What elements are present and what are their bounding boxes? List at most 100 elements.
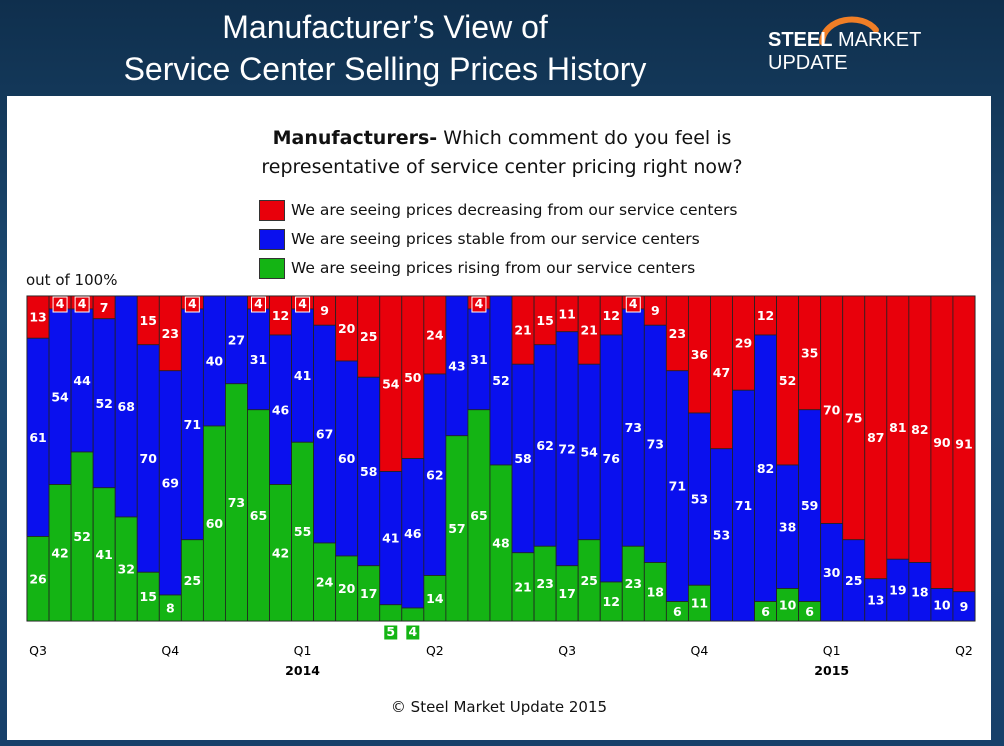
- data-label-0: 25: [360, 329, 377, 344]
- data-label-2: 6: [761, 604, 770, 619]
- data-label-2: 42: [272, 545, 289, 560]
- data-label-2: 4: [408, 624, 417, 639]
- data-label-2: 60: [206, 516, 224, 531]
- data-label-2: 5: [386, 624, 395, 639]
- question-line2: representative of service center pricing…: [261, 156, 743, 178]
- data-label-1: 58: [360, 464, 377, 479]
- x-tick-label: Q4: [161, 643, 179, 658]
- data-label-1: 31: [250, 352, 267, 367]
- data-label-2: 17: [558, 586, 575, 601]
- data-label-0: 91: [955, 436, 972, 451]
- data-label-2: 18: [647, 584, 664, 599]
- data-label-0: 15: [536, 313, 553, 328]
- x-tick-label: Q3: [558, 643, 576, 658]
- data-label-1: 67: [316, 427, 333, 442]
- data-label-0: 35: [801, 345, 818, 360]
- data-label-1: 46: [404, 526, 422, 541]
- data-label-2: 23: [625, 576, 642, 591]
- data-label-1: 73: [647, 436, 664, 451]
- x-tick-label: Q3: [29, 643, 47, 658]
- data-label-1: 62: [536, 438, 553, 453]
- data-label-1: 18: [911, 584, 928, 599]
- data-label-0: 4: [629, 296, 638, 311]
- data-label-0: 24: [426, 328, 444, 343]
- data-label-0: 4: [188, 296, 197, 311]
- data-label-1: 13: [867, 592, 884, 607]
- data-label-0: 47: [713, 365, 730, 380]
- data-label-2: 24: [316, 575, 334, 590]
- brand-logo: STEEL MARKET UPDATE: [768, 16, 1004, 74]
- data-label-0: 12: [603, 308, 620, 323]
- bar-rising-16: [379, 604, 403, 622]
- chart-panel: Manufacturers- Which comment do you feel…: [7, 96, 991, 740]
- data-label-1: 72: [558, 441, 575, 456]
- data-label-1: 41: [382, 531, 399, 546]
- data-label-1: 40: [206, 354, 224, 369]
- brand-bold: STEEL: [768, 29, 833, 51]
- data-label-2: 55: [294, 524, 311, 539]
- year-label: 2014: [285, 663, 320, 678]
- data-label-1: 82: [757, 461, 774, 476]
- data-label-1: 30: [823, 565, 841, 580]
- data-label-0: 90: [933, 435, 951, 450]
- data-label-box-0: [250, 296, 266, 313]
- data-label-2: 65: [470, 508, 487, 523]
- title-line-2: Service Center Selling Prices History: [123, 51, 647, 87]
- legend-swatch-rising: [259, 257, 285, 279]
- data-label-2: 25: [580, 573, 597, 588]
- data-label-2: 25: [184, 573, 201, 588]
- data-label-box-0: [295, 296, 311, 313]
- data-label-0: 36: [691, 347, 709, 362]
- data-label-1: 9: [960, 599, 969, 614]
- data-label-box-0: [74, 296, 90, 313]
- data-label-1: 71: [735, 498, 752, 513]
- copyright: © Steel Market Update 2015: [390, 698, 608, 716]
- data-label-0: 11: [558, 306, 575, 321]
- data-label-1: 76: [603, 451, 621, 466]
- brand-rest: MARKET UPDATE: [768, 29, 921, 74]
- data-label-0: 21: [580, 323, 597, 338]
- data-label-1: 71: [669, 479, 686, 494]
- data-label-1: 19: [889, 583, 906, 598]
- data-label-0: 23: [162, 326, 179, 341]
- legend-label-decreasing: We are seeing prices decreasing from our…: [291, 201, 738, 219]
- data-label-0: 13: [29, 310, 46, 325]
- legend-swatch-stable: [259, 228, 285, 250]
- data-label-1: 41: [294, 368, 311, 383]
- data-label-1: 58: [514, 451, 531, 466]
- data-label-0: 9: [651, 303, 660, 318]
- data-label-2: 73: [228, 495, 245, 510]
- data-label-0: 50: [404, 370, 422, 385]
- data-label-0: 4: [298, 296, 307, 311]
- x-tick-label: Q2: [955, 643, 973, 658]
- data-label-2: 42: [51, 545, 68, 560]
- data-label-0: 70: [823, 402, 841, 417]
- data-label-2: 14: [426, 591, 444, 606]
- data-label-1: 53: [691, 492, 708, 507]
- legend-item-rising: We are seeing prices rising from our ser…: [259, 256, 695, 280]
- data-label-0: 4: [56, 296, 65, 311]
- data-label-2: 26: [29, 571, 47, 586]
- data-label-box-0: [625, 296, 641, 313]
- data-label-2: 23: [536, 576, 553, 591]
- data-label-2: 21: [514, 579, 531, 594]
- data-label-2: 52: [73, 529, 90, 544]
- data-label-2: 8: [166, 601, 175, 616]
- y-axis-label: out of 100%: [26, 271, 118, 289]
- data-label-0: 82: [911, 422, 928, 437]
- data-label-0: 54: [382, 376, 400, 391]
- data-label-0: 52: [779, 373, 796, 388]
- legend-item-decreasing: We are seeing prices decreasing from our…: [259, 198, 737, 222]
- chart-title: Manufacturers- Which comment do you feel…: [207, 124, 797, 182]
- data-label-1: 73: [625, 420, 642, 435]
- data-label-2: 17: [360, 586, 377, 601]
- data-label-1: 46: [272, 402, 290, 417]
- data-label-0: 87: [867, 430, 884, 445]
- data-label-1: 61: [29, 430, 46, 445]
- data-label-box-2: [383, 624, 399, 641]
- data-label-1: 62: [426, 467, 443, 482]
- data-label-1: 70: [140, 451, 158, 466]
- question-bold: Manufacturers-: [272, 127, 438, 149]
- question-line1: Which comment do you feel is: [437, 127, 732, 149]
- data-label-1: 25: [845, 573, 862, 588]
